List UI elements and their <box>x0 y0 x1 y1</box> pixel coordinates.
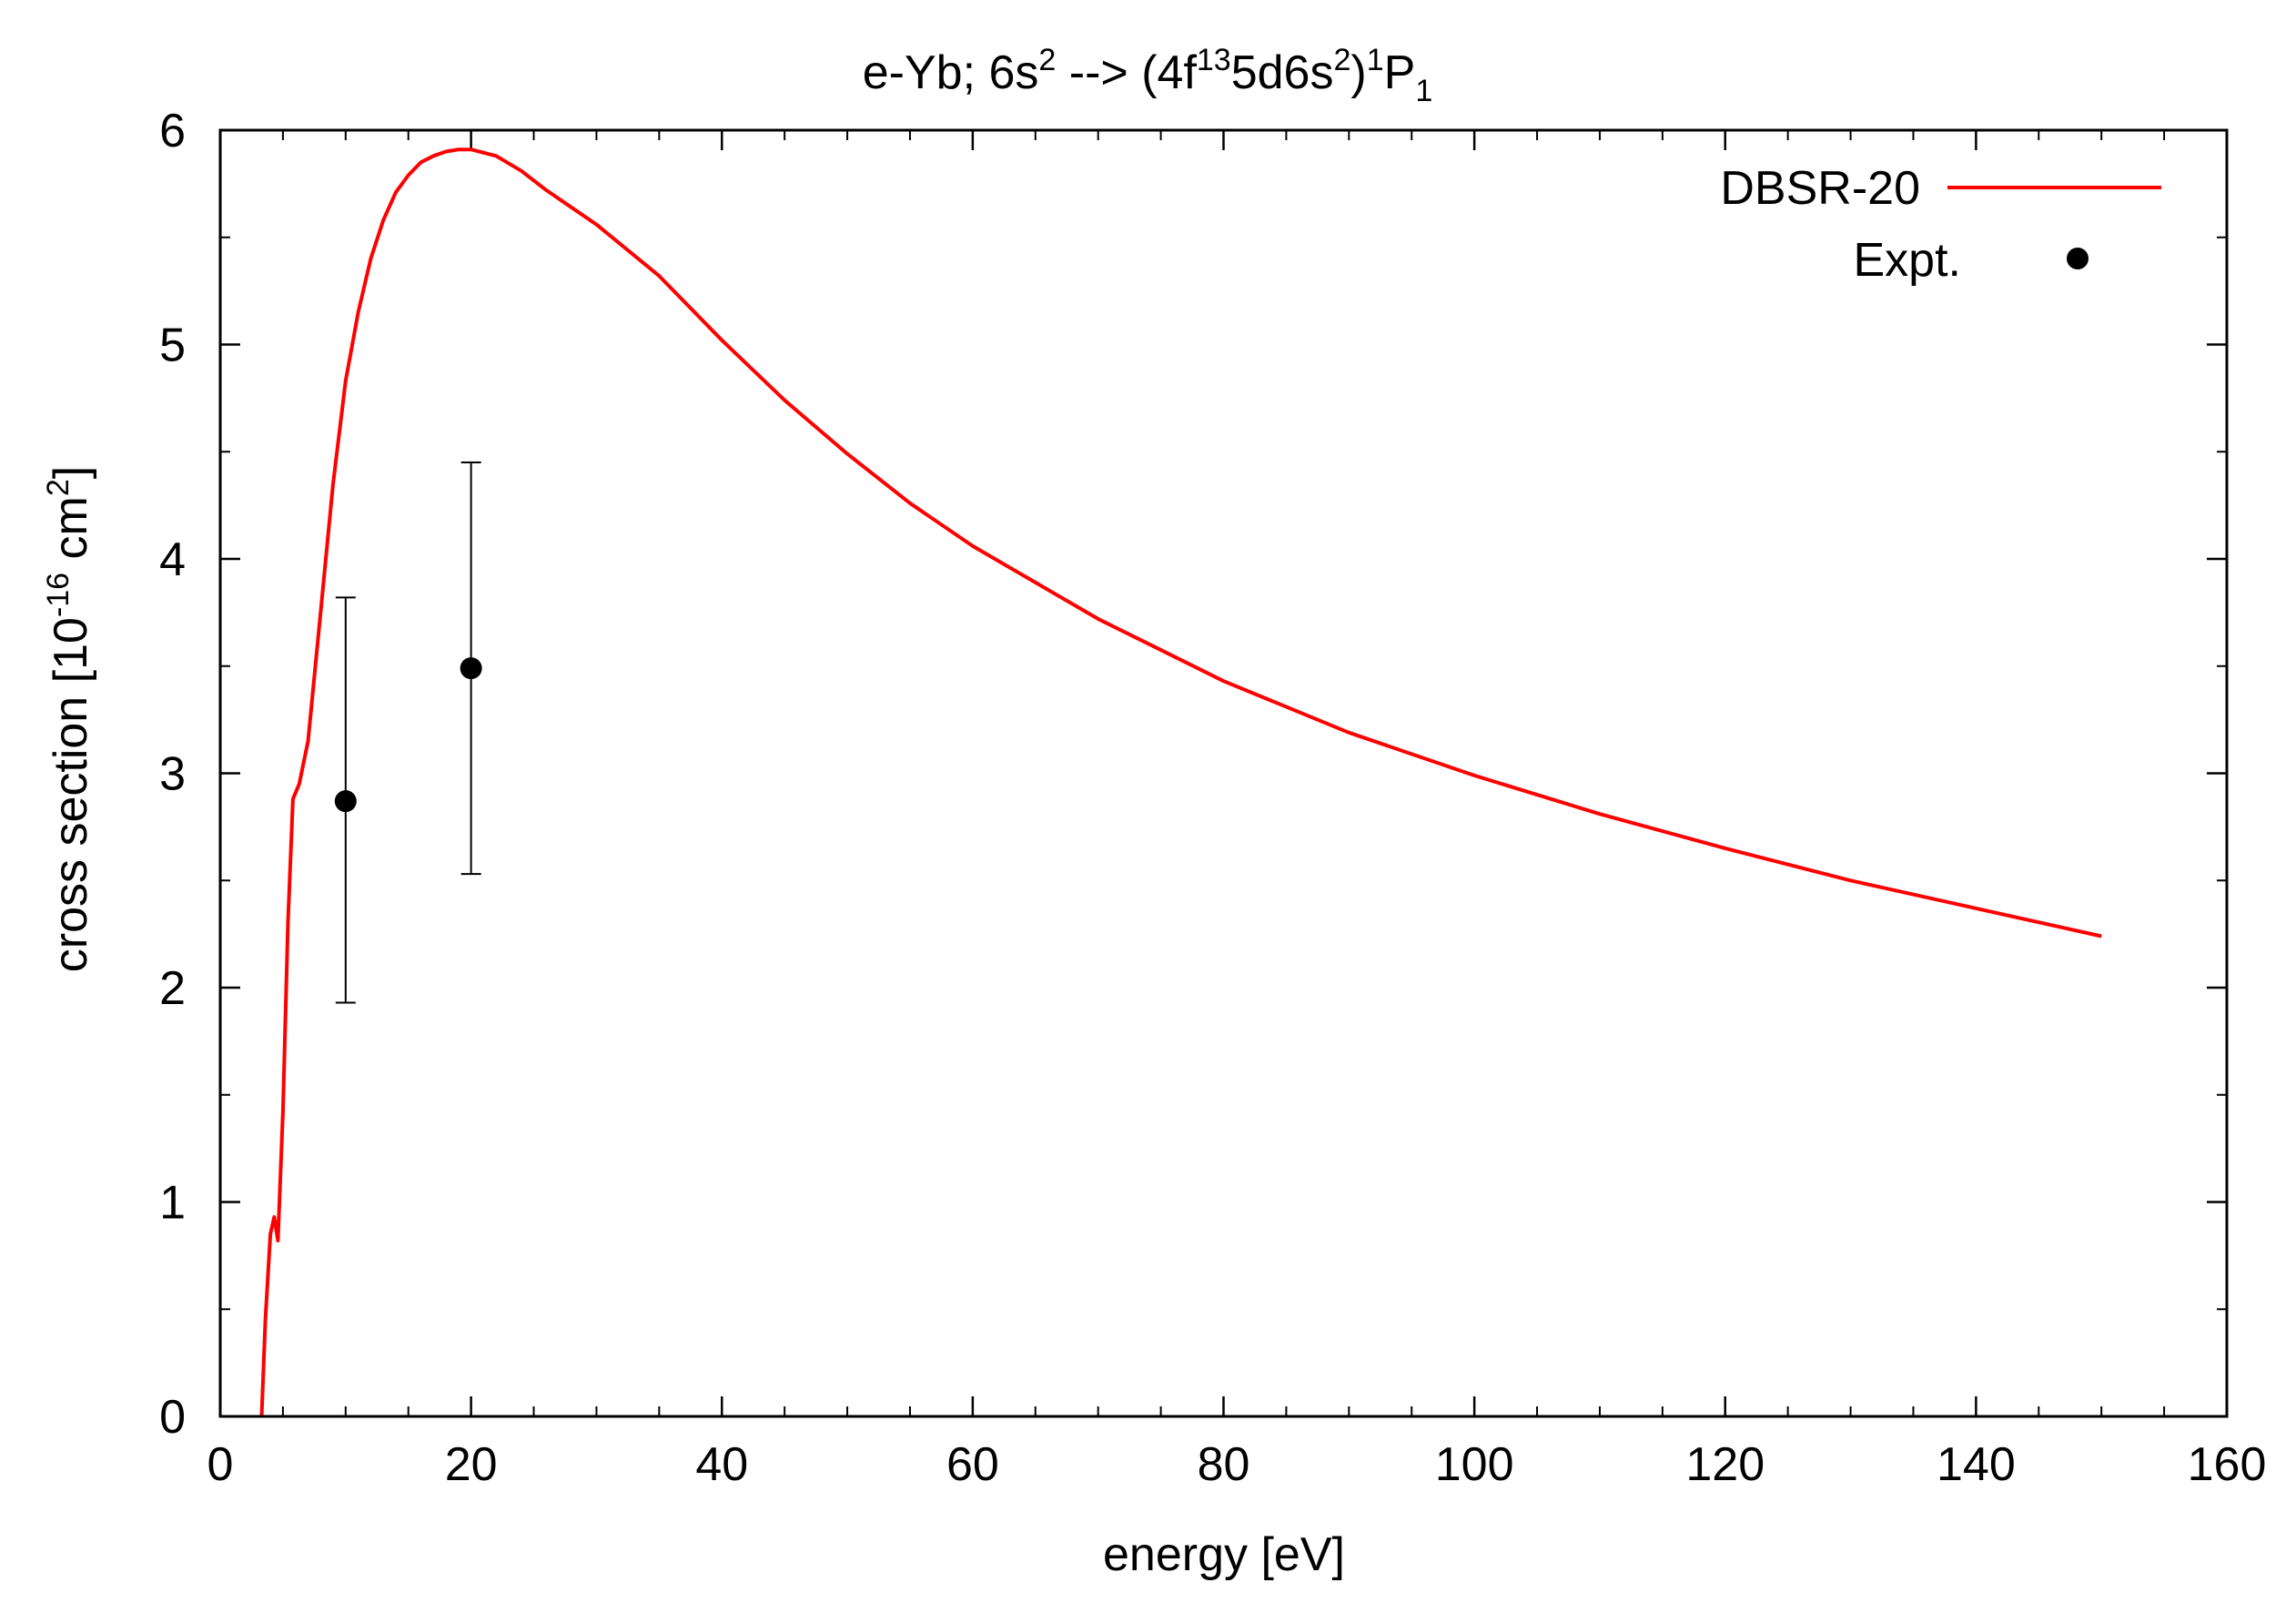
x-tick-label: 40 <box>695 1438 748 1491</box>
y-tick-label: 1 <box>159 1177 186 1230</box>
tick-labels: 0 20 40 60 80 100 120 140 160 0 1 2 3 4 5 6 <box>159 105 2266 1491</box>
series-line-dbsr-20 <box>259 147 2102 1417</box>
x-tick-label: 80 <box>1198 1438 1250 1491</box>
data-point-expt <box>334 596 357 1004</box>
y-tick-label: 6 <box>159 105 186 157</box>
legend-label-dbsr: DBSR-20 <box>1720 162 1920 215</box>
chart-title: e-Yb; 6s2 --> (4f135d6s2)1P1 <box>863 43 1433 108</box>
y-tick-label: 5 <box>159 320 186 372</box>
expt-marker <box>460 657 482 680</box>
y-tick-label: 2 <box>159 962 186 1015</box>
series-layer <box>259 147 2102 1417</box>
x-axis-label: energy [eV] <box>1103 1528 1345 1581</box>
legend-marker-expt <box>2067 248 2089 269</box>
axis-ticks <box>218 128 2229 1418</box>
x-tick-label: 160 <box>2188 1438 2267 1491</box>
expt-marker <box>334 790 357 813</box>
legend: DBSR-20 Expt. <box>1720 162 2161 287</box>
x-tick-label: 140 <box>1937 1438 2016 1491</box>
y-axis-label: cross section [10-16 cm2] <box>41 466 97 972</box>
x-tick-label: 100 <box>1435 1438 1514 1491</box>
x-tick-label: 0 <box>207 1438 234 1491</box>
x-tick-label: 20 <box>445 1438 498 1491</box>
legend-label-expt: Expt. <box>1854 234 1962 287</box>
y-tick-label: 0 <box>159 1391 186 1444</box>
y-tick-label: 4 <box>159 533 186 586</box>
x-tick-label: 120 <box>1685 1438 1765 1491</box>
x-tick-label: 60 <box>946 1438 999 1491</box>
plot-frame <box>218 128 2229 1418</box>
y-tick-label: 3 <box>159 748 186 801</box>
data-point-expt <box>460 462 482 876</box>
